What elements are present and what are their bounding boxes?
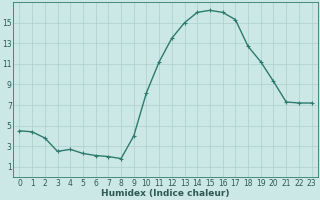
X-axis label: Humidex (Indice chaleur): Humidex (Indice chaleur) [101, 189, 230, 198]
